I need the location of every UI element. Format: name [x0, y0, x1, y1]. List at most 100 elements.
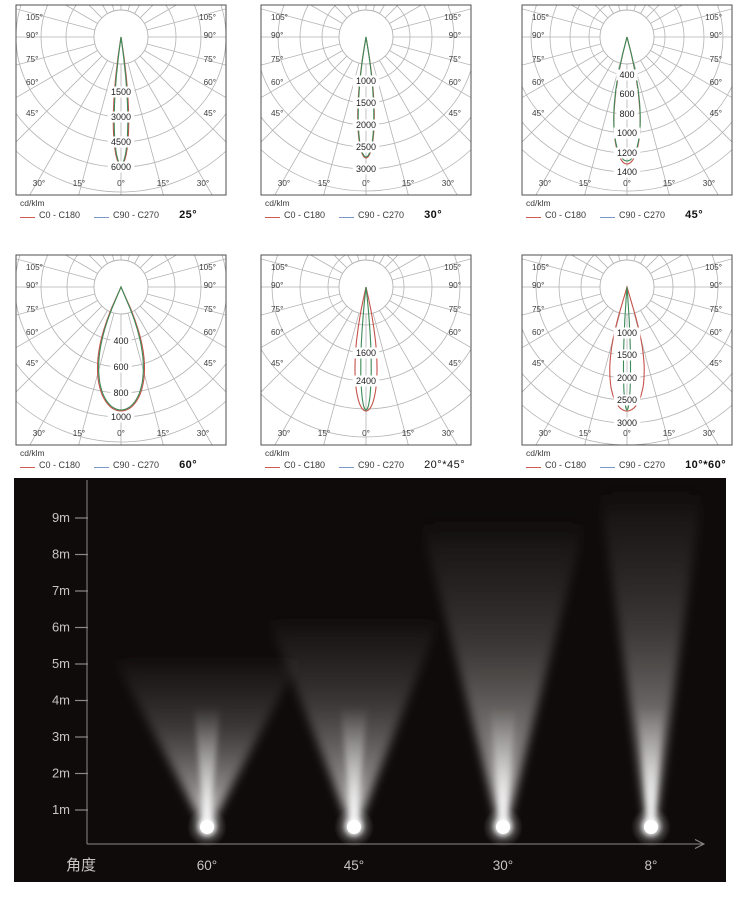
axis-label: 15°	[318, 179, 330, 188]
polar-ray	[535, 60, 614, 195]
polar-ray	[522, 300, 604, 348]
polar-ray	[127, 312, 164, 445]
axis-label: 2500	[617, 395, 637, 405]
ring-label-bg	[352, 75, 380, 87]
axis-label: 90°	[271, 31, 283, 40]
polar-ray	[261, 293, 341, 316]
chart-border	[260, 4, 472, 196]
axis-label: 105°	[444, 263, 461, 272]
axis-label: 15°	[73, 179, 85, 188]
polar-ray	[633, 62, 670, 195]
chart-legend: cd/klm C0 - C180 C90 - C270 30°	[260, 198, 472, 221]
polar-ray	[29, 60, 108, 195]
axis-label: 60°	[271, 78, 283, 87]
ring-label-bg	[110, 387, 132, 399]
polar-ray	[16, 43, 96, 66]
axis-label: 60°	[26, 328, 38, 337]
legend-item: C90 - C270	[94, 210, 159, 220]
lamp-hub-circle	[93, 259, 149, 315]
axis-label: 90°	[710, 31, 722, 40]
polar-ray	[16, 300, 98, 348]
axis-label: 30°	[442, 429, 454, 438]
axis-label: 0°	[362, 179, 370, 188]
legend-item: C0 - C180	[20, 460, 80, 470]
polar-ray	[323, 62, 360, 195]
lamp-hub-circle	[599, 9, 655, 65]
legend-item: C90 - C270	[339, 460, 404, 470]
curve-c90-c270	[98, 285, 144, 411]
polar-ray	[522, 55, 609, 143]
axis-label: 90°	[449, 281, 461, 290]
axis-label: 60°	[710, 328, 722, 337]
legend-item: C90 - C270	[339, 210, 404, 220]
curve-c0-c180	[96, 285, 146, 412]
light-cone-core	[638, 708, 664, 828]
axis-label: 75°	[271, 305, 283, 314]
beam-angle-label: 45°	[344, 858, 364, 873]
axis-label: 90°	[271, 281, 283, 290]
axis-label: 0°	[623, 179, 631, 188]
axis-label: 600	[619, 89, 634, 99]
polar-ray	[650, 300, 732, 348]
polar-grid-group	[261, 5, 471, 195]
axis-label: 60°	[204, 78, 216, 87]
axis-arrowhead	[694, 839, 706, 849]
polar-ray	[144, 300, 226, 348]
light-cone-core	[341, 708, 367, 828]
polar-ray	[391, 293, 471, 316]
axis-label: 60°	[449, 78, 461, 87]
axis-label: 90°	[204, 281, 216, 290]
axis-label: 2500	[356, 142, 376, 152]
axis-label: 60°	[710, 78, 722, 87]
axis-label: 75°	[449, 55, 461, 64]
polar-ray	[384, 55, 471, 143]
axis-label: 75°	[26, 305, 38, 314]
unit-label: cd/klm	[526, 198, 551, 208]
axis-label: 105°	[271, 13, 288, 22]
unit-label: cd/klm	[20, 448, 45, 458]
polar-ray	[389, 50, 471, 98]
axis-label: 75°	[710, 55, 722, 64]
height-label: 8m	[52, 547, 70, 562]
polar-chart-25°: 1500 3000 4500 6000 105° 105° 90° 90° 75° 75° 60° 6…	[15, 4, 227, 221]
legend-swatch-c90	[600, 217, 616, 218]
legend-label: C90 - C270	[358, 460, 405, 470]
legend-item: C0 - C180	[265, 210, 325, 220]
beam-panel-svg: 9m 8m 7m 6m 5m 4m 3m 2m 1m 角度 60° 45° 30° 8°	[14, 468, 726, 882]
polar-ray	[139, 305, 226, 393]
chart-border	[15, 254, 227, 446]
legend-swatch-c90	[339, 467, 355, 468]
polar-ray	[261, 300, 343, 348]
polar-ray	[391, 258, 471, 281]
axis-label: 75°	[204, 55, 216, 64]
polar-ray	[323, 312, 360, 445]
axis-label: 15°	[157, 429, 169, 438]
polar-chart-45°: 400 600 800 1000 1200 1400 105° 105° 90° 90° 75° 75…	[521, 4, 733, 221]
polar-ray	[16, 305, 103, 393]
axis-label: 15°	[579, 179, 591, 188]
axis-label: 45°	[449, 359, 461, 368]
polar-ray	[139, 55, 226, 143]
axis-label: 60°	[204, 328, 216, 337]
legend-swatch-c0	[265, 217, 280, 218]
axis-label: 3000	[111, 112, 131, 122]
polar-ray	[261, 50, 343, 98]
ring-label-bg	[613, 147, 641, 159]
height-label: 1m	[52, 802, 70, 817]
polar-ray	[146, 8, 226, 31]
polar-ray	[16, 258, 96, 281]
axis-label: 2000	[617, 373, 637, 383]
ring-label-bg	[616, 69, 638, 81]
polar-ray	[134, 60, 213, 195]
axis-label: 90°	[449, 31, 461, 40]
ring-label-bg	[107, 161, 135, 173]
axis-label: 105°	[705, 13, 722, 22]
axis-label: 45°	[532, 359, 544, 368]
height-label: 4m	[52, 693, 70, 708]
axis-label: 75°	[710, 305, 722, 314]
polar-ray	[274, 310, 353, 445]
axis-label: 105°	[532, 263, 549, 272]
axis-label: 45°	[204, 359, 216, 368]
unit-label: cd/klm	[265, 198, 290, 208]
